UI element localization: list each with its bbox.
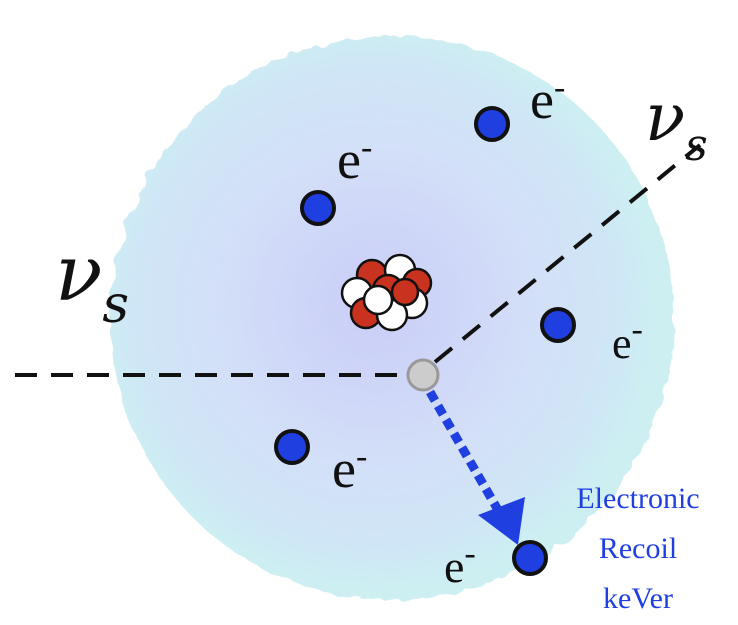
text: ν <box>645 79 685 156</box>
text: e <box>332 439 356 499</box>
annotation: Recoil <box>599 532 677 565</box>
neutrino-label: νs <box>55 229 129 335</box>
diagram: e- e- e- e- e- νs νs Electronic Recoil k… <box>0 0 738 625</box>
text: e <box>337 130 361 190</box>
electron <box>542 309 574 341</box>
text: - <box>554 69 565 106</box>
text: - <box>464 535 475 572</box>
text: e <box>612 319 632 368</box>
text: e <box>444 541 464 592</box>
text: - <box>356 438 367 475</box>
electron <box>476 108 508 140</box>
electron <box>276 431 308 463</box>
annotation: keVer <box>603 582 673 615</box>
text: s <box>685 120 708 171</box>
text: - <box>632 311 643 348</box>
electron <box>514 542 546 574</box>
interaction-point <box>408 360 438 390</box>
neutrino-label: νs <box>645 79 708 171</box>
text: - <box>361 129 372 166</box>
text: s <box>102 275 129 335</box>
text: e <box>530 70 554 130</box>
text: ν <box>55 229 102 319</box>
electron <box>302 192 334 224</box>
annotation: Electronic <box>576 482 699 515</box>
